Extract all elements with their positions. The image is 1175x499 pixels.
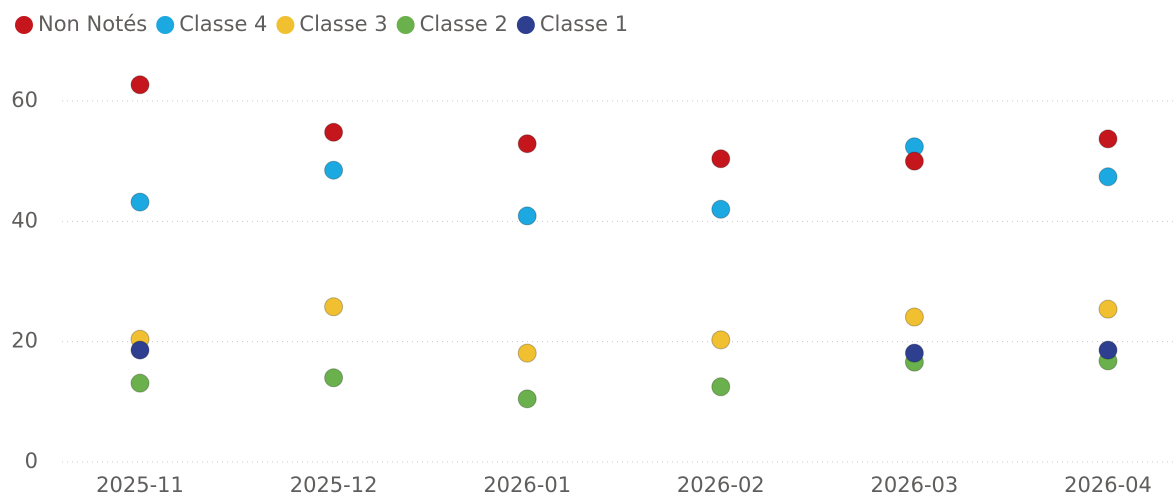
x-tick-label: 2026-03 xyxy=(871,473,959,497)
y-tick-label: 0 xyxy=(25,449,38,473)
legend-label: Classe 4 xyxy=(179,12,267,36)
dot xyxy=(904,307,924,327)
legend-marker xyxy=(15,16,33,34)
y-tick-label: 60 xyxy=(11,88,38,112)
legend-label: Non Notés xyxy=(38,12,147,36)
dot xyxy=(711,149,731,169)
dot xyxy=(324,297,344,317)
dot xyxy=(517,134,537,154)
x-tick-label: 2026-01 xyxy=(483,473,571,497)
dot xyxy=(711,377,731,397)
x-tick-label: 2026-02 xyxy=(677,473,765,497)
dot xyxy=(904,343,924,363)
legend-marker xyxy=(396,16,415,34)
legend-label: Classe 3 xyxy=(299,12,387,36)
dot xyxy=(130,340,150,360)
legend-marker xyxy=(516,16,535,34)
dot xyxy=(324,368,344,388)
legend-marker xyxy=(156,16,175,34)
dot xyxy=(324,160,344,180)
dot xyxy=(517,343,537,363)
legend-label: Classe 2 xyxy=(420,12,508,36)
dot xyxy=(1098,299,1118,319)
y-tick-label: 40 xyxy=(11,208,38,232)
dot xyxy=(130,373,150,393)
dot xyxy=(517,389,537,409)
dot xyxy=(1098,167,1118,187)
dot xyxy=(517,206,537,226)
dot xyxy=(711,199,731,219)
dot xyxy=(130,192,150,212)
dot xyxy=(904,151,924,171)
x-tick-label: 2026-04 xyxy=(1064,473,1152,497)
dot xyxy=(324,122,344,142)
y-tick-label: 20 xyxy=(11,329,38,353)
x-tick-label: 2025-11 xyxy=(96,473,184,497)
dot xyxy=(1098,129,1118,149)
legend-marker xyxy=(276,16,295,34)
dot xyxy=(711,330,731,350)
dot xyxy=(1098,340,1118,360)
x-tick-label: 2025-12 xyxy=(290,473,378,497)
dot xyxy=(130,75,150,95)
legend-label: Classe 1 xyxy=(540,12,628,36)
